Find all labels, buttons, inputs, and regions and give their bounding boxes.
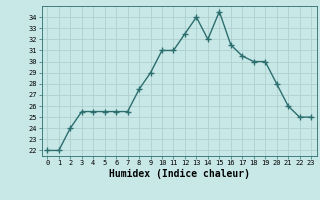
X-axis label: Humidex (Indice chaleur): Humidex (Indice chaleur) <box>109 169 250 179</box>
